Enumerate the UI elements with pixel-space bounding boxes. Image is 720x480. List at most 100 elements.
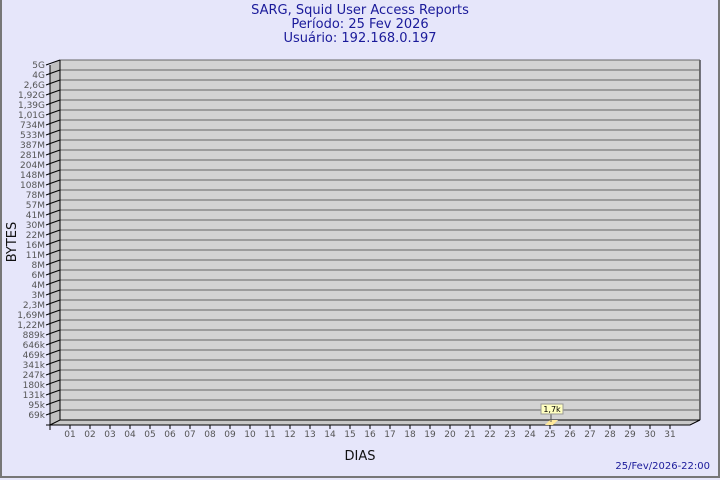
chart-user: Usuário: 192.168.0.197 <box>283 31 437 46</box>
x-tick-label: 11 <box>264 430 275 440</box>
x-tick-label: 24 <box>524 430 536 440</box>
x-tick-label: 10 <box>244 430 256 440</box>
y-tick-label: 387M <box>20 141 45 151</box>
y-tick <box>45 139 61 146</box>
y-tick-label: 1,39G <box>18 101 45 111</box>
y-tick-label: 3M <box>32 291 46 301</box>
x-tick-label: 16 <box>364 430 376 440</box>
y-tick <box>45 399 61 406</box>
y-tick-label: 131k <box>23 391 46 401</box>
y-tick-label: 2,6G <box>24 81 45 91</box>
y-tick <box>45 69 61 76</box>
y-tick-label: 16M <box>26 241 45 251</box>
y-tick <box>45 99 61 106</box>
x-tick-label: 19 <box>424 430 436 440</box>
y-tick <box>45 319 61 326</box>
x-tick-label: 04 <box>124 430 136 440</box>
y-tick-label: 22M <box>26 231 45 241</box>
y-tick-label: 1,22M <box>17 321 45 331</box>
y-tick <box>45 119 61 126</box>
y-tick <box>45 389 61 396</box>
timestamp: 25/Fev/2026-22:00 <box>615 461 710 472</box>
x-tick-label: 07 <box>184 430 195 440</box>
y-tick <box>45 289 61 296</box>
y-tick-label: 95k <box>28 401 45 411</box>
plot-floor <box>49 419 701 426</box>
y-tick-label: 281M <box>20 151 45 161</box>
y-tick-label: 734M <box>20 121 45 131</box>
y-tick-label: 1,69M <box>17 311 45 321</box>
y-tick-label: 180k <box>23 381 46 391</box>
x-tick-label: 05 <box>144 430 155 440</box>
y-tick-label: 4G <box>32 71 45 81</box>
x-tick-label: 18 <box>404 430 416 440</box>
y-tick <box>45 229 61 236</box>
y-tick <box>45 249 61 256</box>
y-tick-label: 69k <box>28 411 45 421</box>
x-tick-label: 31 <box>664 430 675 440</box>
x-tick-label: 13 <box>304 430 315 440</box>
x-axis-title: DIAS <box>345 449 376 464</box>
y-tick <box>45 239 61 246</box>
x-tick-label: 03 <box>104 430 115 440</box>
x-tick-label: 20 <box>444 430 456 440</box>
y-tick-label: 533M <box>20 131 45 141</box>
y-tick-label: 646k <box>23 341 46 351</box>
y-tick-label: 1,92G <box>18 91 45 101</box>
y-tick <box>45 79 61 86</box>
x-tick-label: 09 <box>224 430 236 440</box>
y-tick <box>45 89 61 96</box>
x-tick-label: 01 <box>64 430 75 440</box>
x-tick-label: 27 <box>584 430 595 440</box>
y-tick-label: 247k <box>23 371 46 381</box>
y-tick <box>45 329 61 336</box>
chart-period: Período: 25 Fev 2026 <box>291 17 429 32</box>
data-label-box <box>540 403 564 415</box>
y-tick <box>45 109 61 116</box>
y-tick <box>45 339 61 346</box>
y-tick <box>45 379 61 386</box>
x-tick-label: 06 <box>164 430 176 440</box>
y-tick <box>45 219 61 226</box>
y-tick <box>45 189 61 196</box>
y-tick-label: 4M <box>32 281 46 291</box>
y-tick <box>45 59 61 66</box>
bar-day-25 <box>545 420 558 425</box>
x-tick-label: 28 <box>604 430 616 440</box>
y-tick <box>45 269 61 276</box>
y-tick <box>45 369 61 376</box>
y-axis-title: BYTES <box>5 222 20 263</box>
y-tick <box>45 349 61 356</box>
x-tick-label: 14 <box>324 430 336 440</box>
x-tick-label: 21 <box>464 430 475 440</box>
y-tick-label: 8M <box>32 261 46 271</box>
x-tick-label: 29 <box>624 430 636 440</box>
x-tick-label: 17 <box>384 430 395 440</box>
y-tick-label: 57M <box>26 201 45 211</box>
y-tick <box>45 199 61 206</box>
y-tick <box>45 309 61 316</box>
y-tick-label: 11M <box>26 251 45 261</box>
y-tick-label: 30M <box>26 221 45 231</box>
y-tick-label: 2,3M <box>23 301 45 311</box>
y-tick <box>45 209 61 216</box>
y-tick-label: 6M <box>32 271 46 281</box>
y-tick <box>45 279 61 286</box>
y-tick-label: 148M <box>20 171 45 181</box>
y-tick-label: 341k <box>23 361 46 371</box>
chart-title: SARG, Squid User Access Reports <box>251 3 469 18</box>
y-tick <box>45 359 61 366</box>
x-tick-label: 15 <box>344 430 355 440</box>
y-tick <box>45 409 61 416</box>
y-tick-label: 204M <box>20 161 45 171</box>
data-label: 1,7k <box>543 405 561 414</box>
x-tick-label: 26 <box>564 430 576 440</box>
y-tick <box>45 149 61 156</box>
y-tick-label: 41M <box>26 211 45 221</box>
y-tick-label: 889k <box>23 331 46 341</box>
y-tick-label: 5G <box>32 61 45 71</box>
y-tick <box>45 299 61 306</box>
y-tick <box>45 179 61 186</box>
